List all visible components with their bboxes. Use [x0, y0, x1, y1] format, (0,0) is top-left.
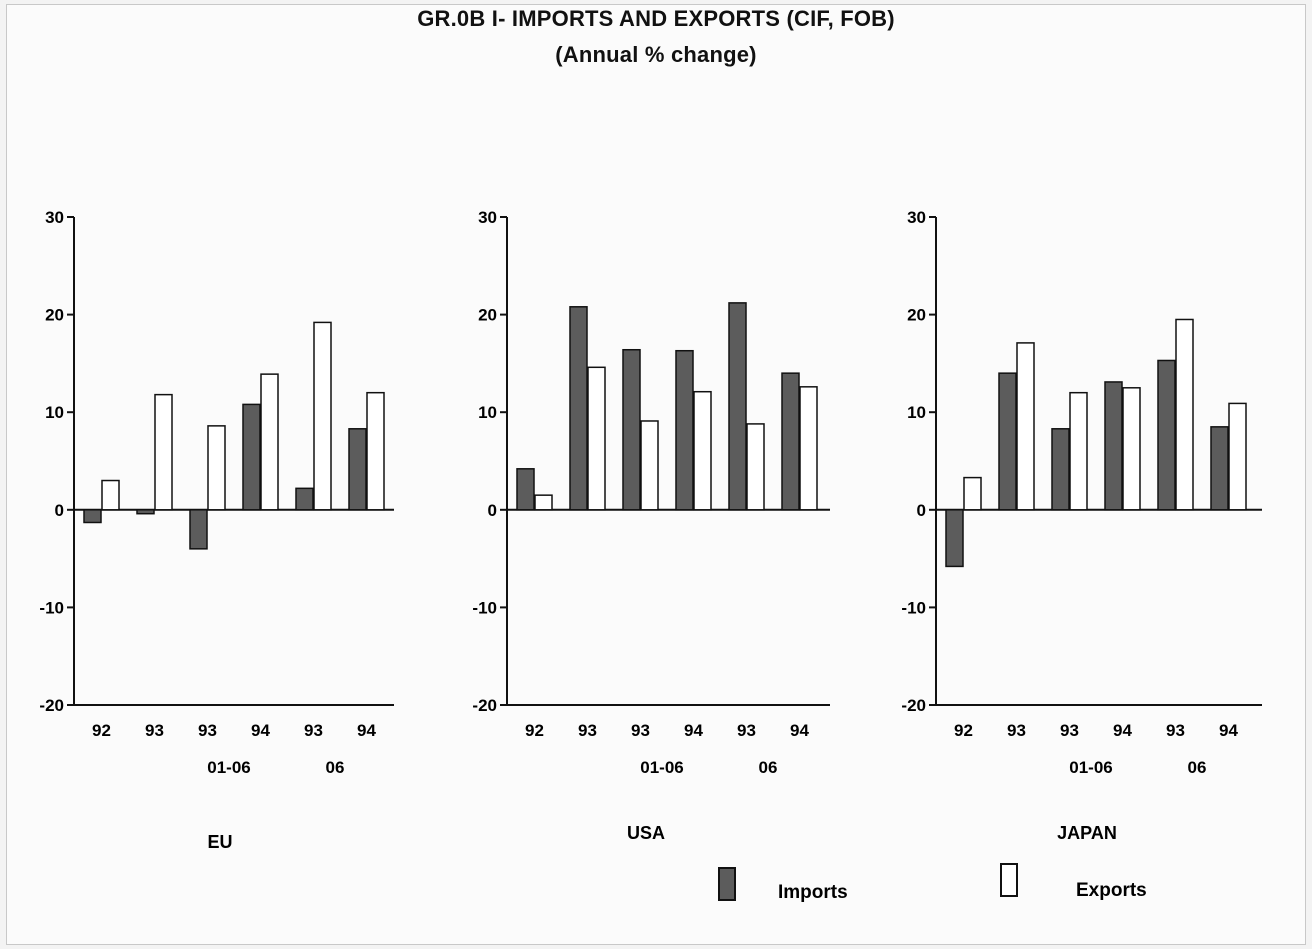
period-label: 01-06 [1069, 758, 1112, 777]
bar-exports [1016, 342, 1035, 511]
bar-imports [136, 509, 155, 515]
y-tick-label: 20 [478, 306, 497, 325]
y-tick-label: 0 [488, 501, 497, 520]
bar-exports [1069, 391, 1088, 511]
y-tick-label: 30 [907, 208, 926, 227]
y-tick-label: 30 [45, 208, 64, 227]
bar-imports [945, 509, 964, 568]
period-label: 01-06 [207, 758, 250, 777]
period-label: 06 [326, 758, 345, 777]
y-tick-label: -10 [39, 598, 64, 617]
x-tick-label: 93 [631, 721, 650, 740]
bar-imports [348, 428, 367, 511]
period-label: 01-06 [640, 758, 683, 777]
y-tick-label: 30 [478, 208, 497, 227]
bar-imports [1157, 359, 1176, 511]
x-tick-label: 92 [954, 721, 973, 740]
y-tick-label: 10 [907, 403, 926, 422]
x-tick-label: 94 [684, 721, 703, 740]
legend-swatch-imports [718, 867, 736, 901]
bar-imports [781, 372, 800, 511]
bar-exports [746, 423, 765, 511]
bar-exports [1175, 318, 1194, 511]
y-tick-label: -10 [901, 598, 926, 617]
bar-exports [101, 479, 120, 511]
y-tick-label: 20 [45, 306, 64, 325]
bar-imports [1104, 381, 1123, 511]
y-tick-label: -20 [901, 696, 926, 715]
bar-imports [1210, 426, 1229, 511]
panel-title: USA [627, 823, 665, 843]
panel-title: EU [207, 832, 232, 852]
bar-exports [1228, 402, 1247, 511]
bar-imports [622, 348, 641, 511]
bar-imports [83, 509, 102, 524]
y-tick-label: 0 [55, 501, 64, 520]
bar-exports [534, 494, 553, 511]
x-tick-label: 94 [1113, 721, 1132, 740]
x-tick-label: 93 [145, 721, 164, 740]
x-tick-label: 93 [1007, 721, 1026, 740]
y-tick-label: 20 [907, 306, 926, 325]
x-tick-label: 93 [578, 721, 597, 740]
bar-imports [242, 403, 261, 511]
bar-imports [516, 468, 535, 511]
period-label: 06 [759, 758, 778, 777]
bar-exports [587, 366, 606, 511]
x-tick-label: 94 [251, 721, 270, 740]
x-tick-label: 92 [92, 721, 111, 740]
bar-imports [1051, 428, 1070, 511]
bar-exports [1122, 387, 1141, 511]
bar-exports [693, 390, 712, 511]
bar-imports [728, 302, 747, 511]
bar-imports [998, 372, 1017, 511]
panel-title: JAPAN [1057, 823, 1117, 843]
y-tick-label: -10 [472, 598, 497, 617]
legend-label-imports: Imports [778, 882, 848, 903]
figure-title: GR.0B I- IMPORTS AND EXPORTS (CIF, FOB) [417, 6, 895, 31]
bar-exports [640, 420, 659, 511]
bar-exports [260, 373, 279, 511]
y-tick-label: 10 [45, 403, 64, 422]
bar-imports [675, 349, 694, 511]
bar-exports [313, 321, 332, 511]
y-tick-label: -20 [472, 696, 497, 715]
x-tick-label: 94 [357, 721, 376, 740]
x-tick-label: 93 [304, 721, 323, 740]
figure-subtitle: (Annual % change) [555, 42, 757, 67]
x-tick-label: 93 [1060, 721, 1079, 740]
bar-imports [569, 306, 588, 511]
bar-exports [207, 425, 226, 511]
x-tick-label: 94 [790, 721, 809, 740]
bar-exports [366, 391, 385, 511]
bar-exports [799, 386, 818, 511]
bar-exports [154, 393, 173, 511]
bar-imports [189, 509, 208, 550]
bar-imports [295, 487, 314, 511]
y-tick-label: -20 [39, 696, 64, 715]
x-tick-label: 92 [525, 721, 544, 740]
legend-label-exports: Exports [1076, 880, 1147, 901]
legend: Imports Exports [718, 863, 1147, 903]
x-tick-label: 93 [198, 721, 217, 740]
x-tick-label: 93 [1166, 721, 1185, 740]
x-tick-label: 93 [737, 721, 756, 740]
y-tick-label: 10 [478, 403, 497, 422]
x-tick-label: 94 [1219, 721, 1238, 740]
legend-swatch-exports [1000, 863, 1018, 897]
period-label: 06 [1188, 758, 1207, 777]
bar-exports [963, 476, 982, 511]
y-tick-label: 0 [917, 501, 926, 520]
